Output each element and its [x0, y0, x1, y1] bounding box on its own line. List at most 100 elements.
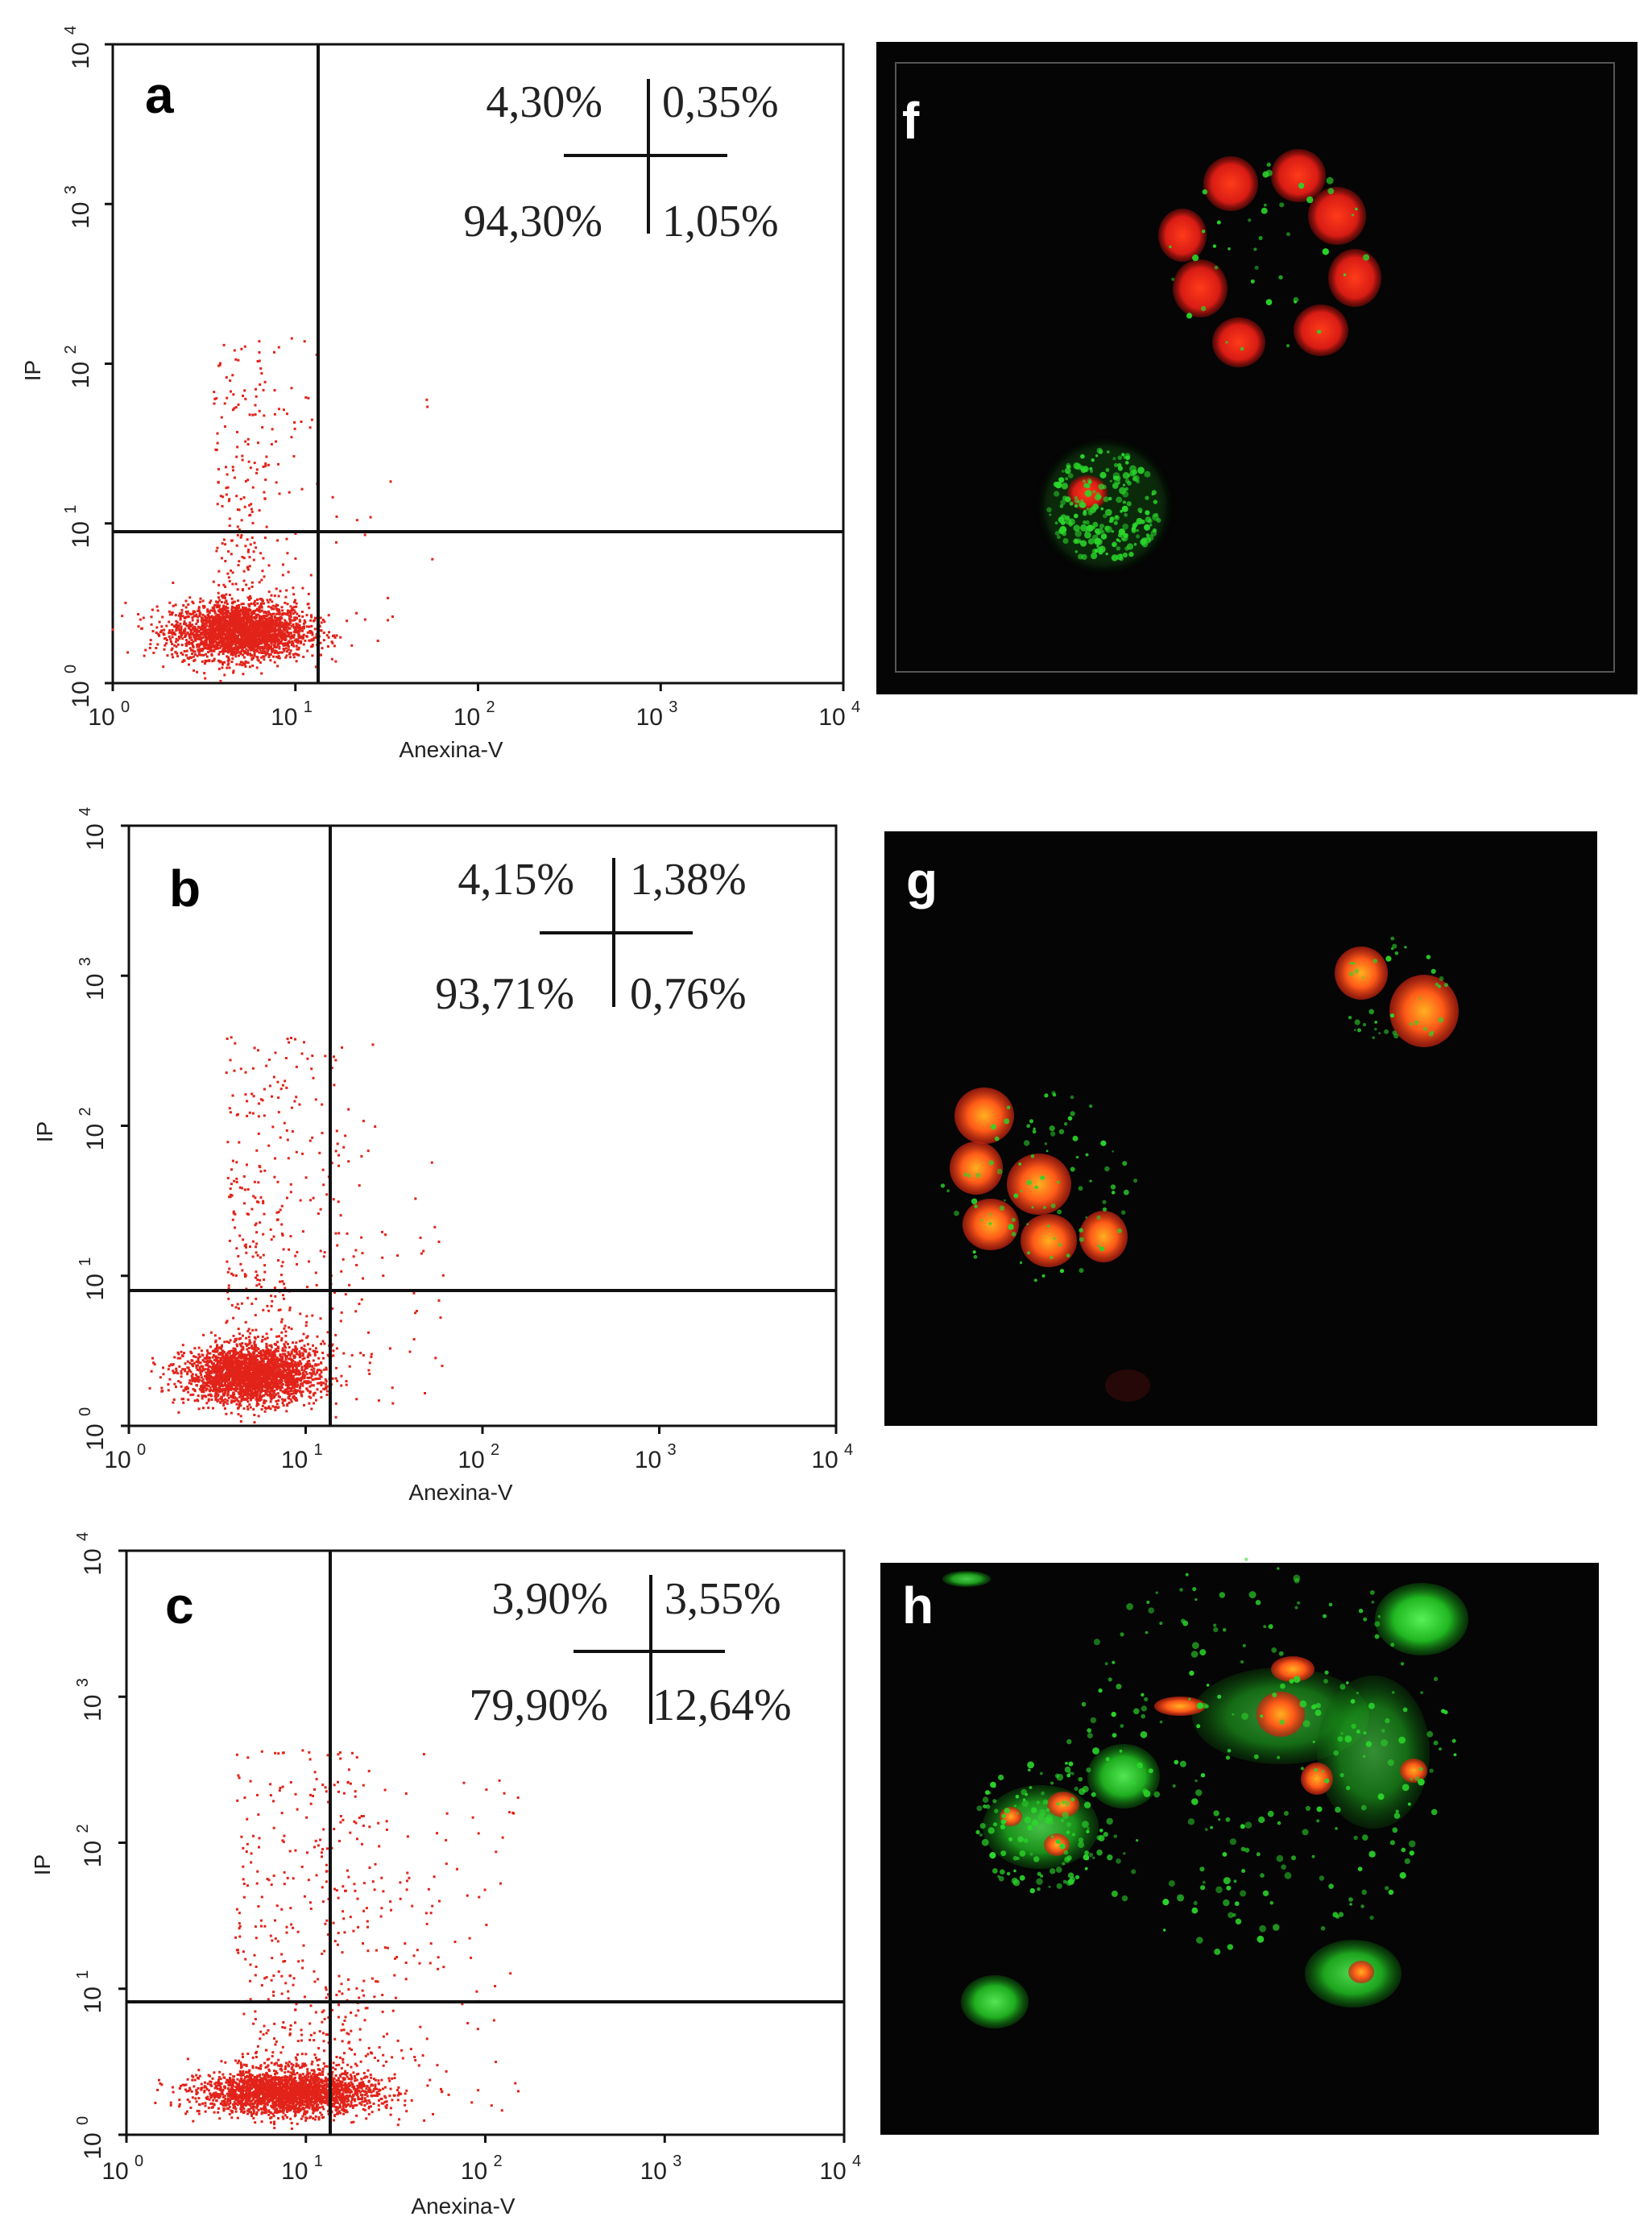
- scatter-dot: [221, 542, 224, 545]
- scatter-dot: [231, 582, 234, 586]
- scatter-dot: [314, 636, 317, 640]
- scatter-dot: [259, 1393, 262, 1396]
- scatter-dot: [288, 1394, 291, 1398]
- scatter-dot: [292, 609, 296, 612]
- scatter-dot: [227, 651, 230, 654]
- scatter-dot: [205, 621, 209, 624]
- scatter-dot: [300, 1393, 303, 1396]
- scatter-dot: [227, 662, 230, 665]
- scatter-dot: [208, 640, 211, 644]
- scatter-dot: [241, 631, 244, 633]
- scatter-dot: [232, 614, 235, 617]
- scatter-dot: [267, 1407, 270, 1410]
- scatter-dot: [237, 1328, 240, 1331]
- scatter-dot: [278, 612, 281, 615]
- scatter-dot: [242, 1388, 246, 1391]
- scatter-dot: [208, 621, 211, 624]
- scatter-dot: [303, 619, 306, 622]
- scatter-dot: [229, 618, 232, 621]
- scatter-dot: [239, 1336, 242, 1340]
- scatter-dot: [240, 347, 243, 350]
- scatter-dot: [275, 1400, 278, 1402]
- scatter-dot: [240, 622, 243, 625]
- scatter-dot: [209, 636, 212, 640]
- scatter-dot: [196, 629, 198, 632]
- scatter-dot: [178, 612, 181, 615]
- scatter-dot: [238, 646, 241, 649]
- scatter-dot: [237, 1406, 240, 1409]
- scatter-dot: [200, 636, 203, 640]
- scatter-dot: [243, 634, 246, 637]
- scatter-dot: [278, 1362, 281, 1365]
- scatter-dot: [253, 1361, 256, 1364]
- scatter-dot: [233, 632, 236, 635]
- scatter-dot: [260, 1382, 263, 1386]
- scatter-dot: [192, 610, 195, 613]
- scatter-dot: [270, 1361, 273, 1364]
- scatter-dot: [201, 1378, 205, 1381]
- scatter-dot: [263, 1381, 266, 1384]
- scatter-dot: [215, 1365, 218, 1368]
- scatter-dot: [226, 572, 230, 575]
- scatter-dot: [244, 1364, 246, 1367]
- scatter-dot: [168, 632, 171, 635]
- scatter-dot: [308, 1385, 312, 1388]
- scatter-dot: [265, 1346, 268, 1349]
- scatter-dot: [224, 649, 227, 653]
- scatter-dot: [182, 1389, 185, 1392]
- scatter-dot: [212, 644, 215, 648]
- scatter-dot: [238, 1386, 242, 1389]
- scatter-dot: [309, 574, 313, 577]
- scatter-dot: [218, 599, 222, 602]
- scatter-dot: [295, 1363, 298, 1366]
- scatter-dot: [298, 630, 301, 633]
- scatter-dot: [355, 1398, 358, 1401]
- scatter-dot: [209, 601, 211, 604]
- scatter-dot: [217, 596, 220, 599]
- scatter-dot: [260, 609, 263, 612]
- scatter-dot: [244, 545, 247, 548]
- scatter-dot: [191, 600, 194, 603]
- scatter-dot: [284, 1369, 287, 1372]
- scatter-dot: [319, 616, 322, 619]
- scatter-dot: [222, 583, 226, 586]
- scatter-dot: [259, 603, 263, 607]
- scatter-dot: [271, 1378, 274, 1381]
- scatter-dot: [237, 627, 240, 630]
- scatter-dot: [308, 630, 312, 632]
- scatter-dot: [263, 1394, 266, 1397]
- scatter-dot: [237, 1413, 240, 1416]
- scatter-dot: [296, 1348, 299, 1351]
- scatter-dot: [231, 625, 234, 628]
- scatter-dot: [287, 632, 290, 636]
- scatter-dot: [284, 595, 288, 599]
- scatter-dot: [234, 621, 237, 624]
- scatter-dot: [246, 1397, 250, 1400]
- scatter-dot: [198, 615, 201, 618]
- scatter-dot: [238, 1395, 242, 1398]
- scatter-dot: [289, 615, 292, 619]
- scatter-dot: [296, 627, 300, 630]
- scatter-dot: [292, 1357, 296, 1359]
- scatter-dot: [266, 599, 269, 602]
- scatter-dot: [202, 1382, 205, 1385]
- scatter-dot: [207, 1384, 210, 1387]
- scatter-dot: [263, 645, 267, 648]
- scatter-dot: [305, 1373, 308, 1376]
- scatter-dot: [324, 1382, 327, 1386]
- scatter-dot: [262, 388, 265, 392]
- scatter-dot: [284, 619, 287, 622]
- scatter-dot: [168, 620, 171, 624]
- scatter-dot: [239, 1368, 242, 1371]
- scatter-dot: [274, 633, 277, 636]
- x-tick-exponent: 1: [304, 698, 313, 716]
- scatter-dot: [238, 1337, 241, 1340]
- scatter-dot: [242, 628, 246, 631]
- scatter-dot: [285, 589, 288, 592]
- scatter-dot: [217, 1378, 221, 1381]
- scatter-dot: [219, 1390, 222, 1393]
- scatter-dot: [218, 1367, 222, 1370]
- scatter-dot: [202, 627, 205, 630]
- scatter-dot: [196, 628, 199, 632]
- scatter-dot: [242, 496, 246, 499]
